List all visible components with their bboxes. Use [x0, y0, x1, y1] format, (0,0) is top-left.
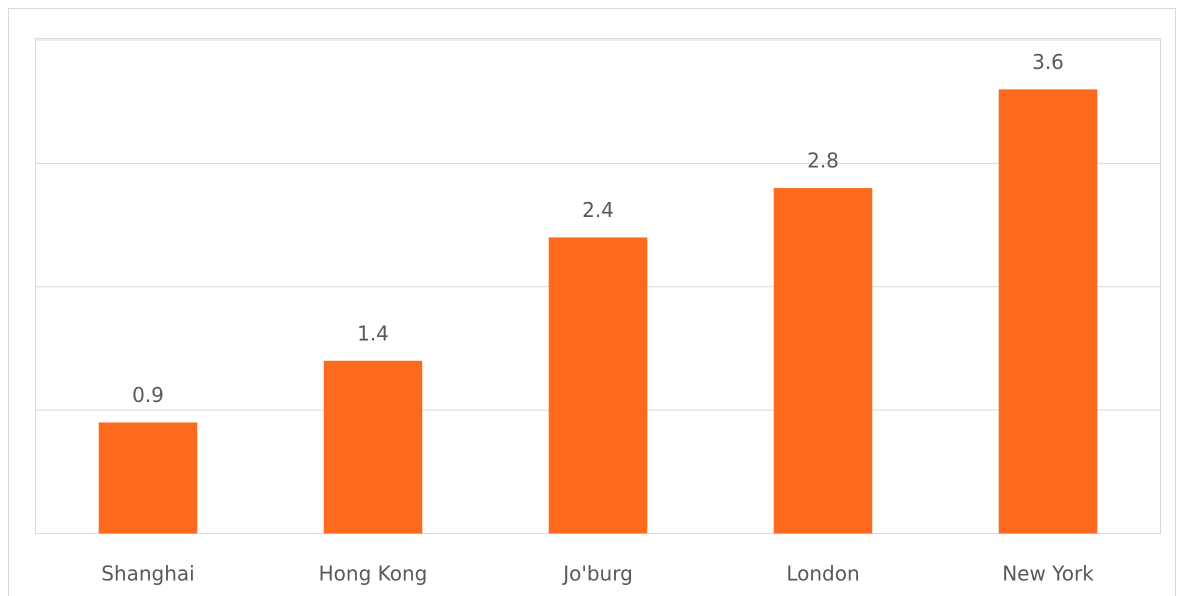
bar [773, 188, 873, 534]
x-tick-label: Shanghai [101, 562, 195, 586]
data-label: 0.9 [132, 383, 164, 407]
x-tick-label: Jo'burg [561, 562, 633, 586]
x-tick-label: Hong Kong [319, 562, 428, 586]
data-label: 2.4 [582, 198, 614, 222]
bar [548, 237, 648, 534]
data-label: 2.8 [807, 149, 839, 173]
data-label: 1.4 [357, 321, 389, 345]
chart-frame [8, 8, 1176, 596]
data-label: 3.6 [1032, 50, 1064, 74]
x-tick-label: New York [1002, 562, 1094, 586]
bar [98, 422, 198, 534]
bar [998, 89, 1098, 534]
x-tick-label: London [786, 562, 859, 586]
bar [323, 360, 423, 534]
